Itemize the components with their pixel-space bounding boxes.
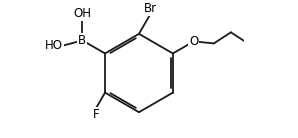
Text: HO: HO [45,39,63,52]
Text: Br: Br [143,2,156,15]
Text: OH: OH [73,7,91,20]
Text: B: B [78,34,86,47]
Text: F: F [93,108,99,121]
Text: O: O [189,35,198,48]
